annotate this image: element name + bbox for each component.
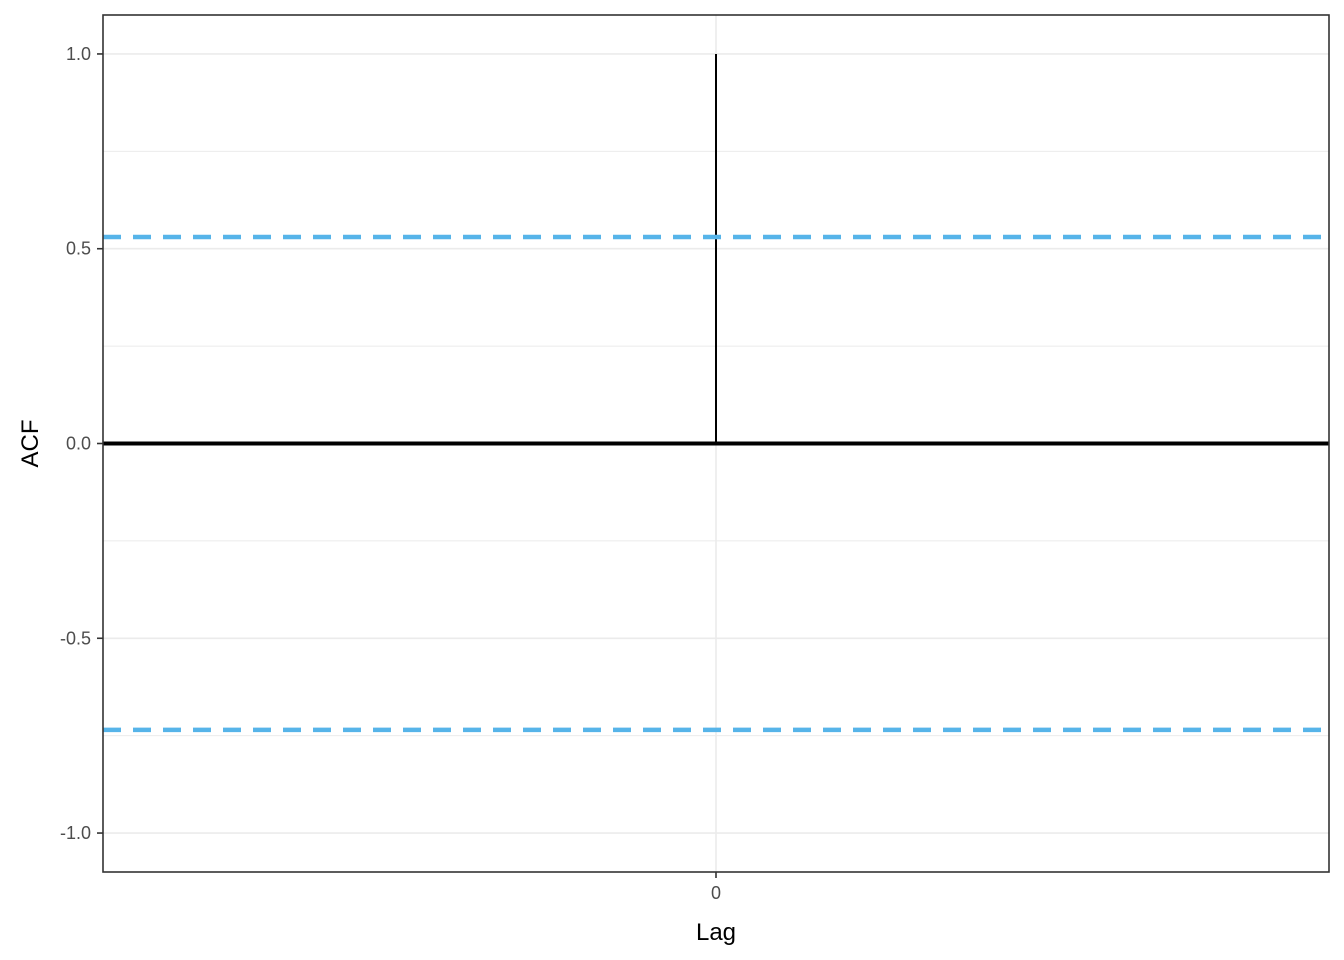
y-axis-ticks: -1.0 -0.5 0.0 0.5 1.0 <box>60 44 103 843</box>
y-tick-label: -1.0 <box>60 823 91 843</box>
y-tick-label: 1.0 <box>66 44 91 64</box>
x-axis-title: Lag <box>696 919 736 946</box>
y-tick-label: 0.5 <box>66 239 91 259</box>
y-tick-label: -0.5 <box>60 628 91 648</box>
y-axis-title: ACF <box>17 420 44 468</box>
y-tick-label: 0.0 <box>66 434 91 454</box>
x-tick-label: 0 <box>711 883 721 903</box>
confidence-bounds <box>103 234 1329 733</box>
x-axis-ticks: 0 <box>711 872 721 903</box>
